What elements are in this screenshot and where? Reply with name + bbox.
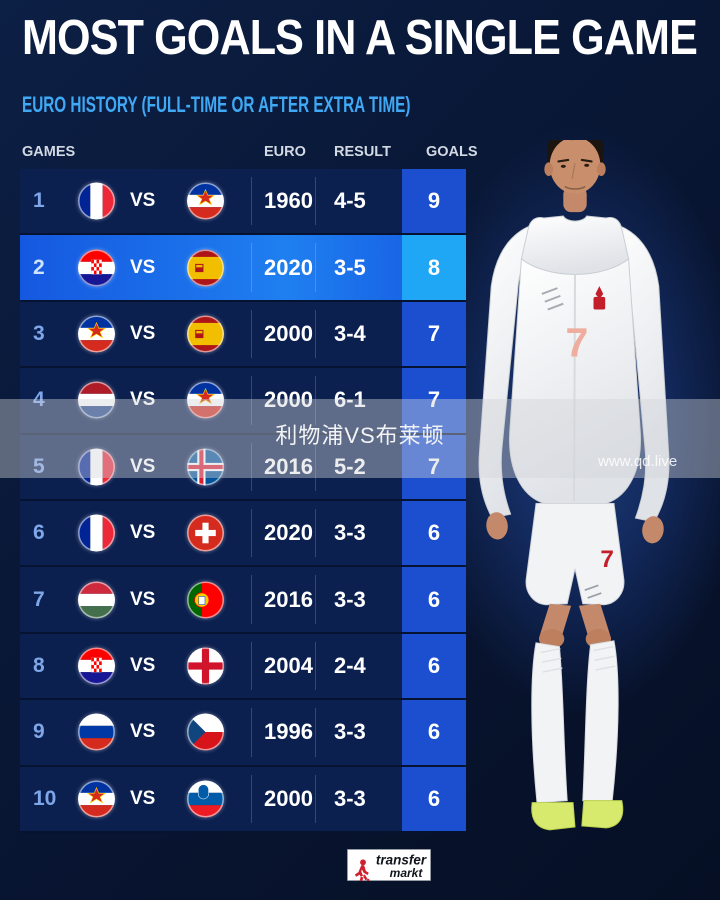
svg-text:markt: markt	[390, 866, 424, 880]
svg-text:7: 7	[600, 546, 614, 573]
svg-text:7: 7	[566, 319, 589, 365]
svg-text:transfer: transfer	[376, 853, 427, 868]
